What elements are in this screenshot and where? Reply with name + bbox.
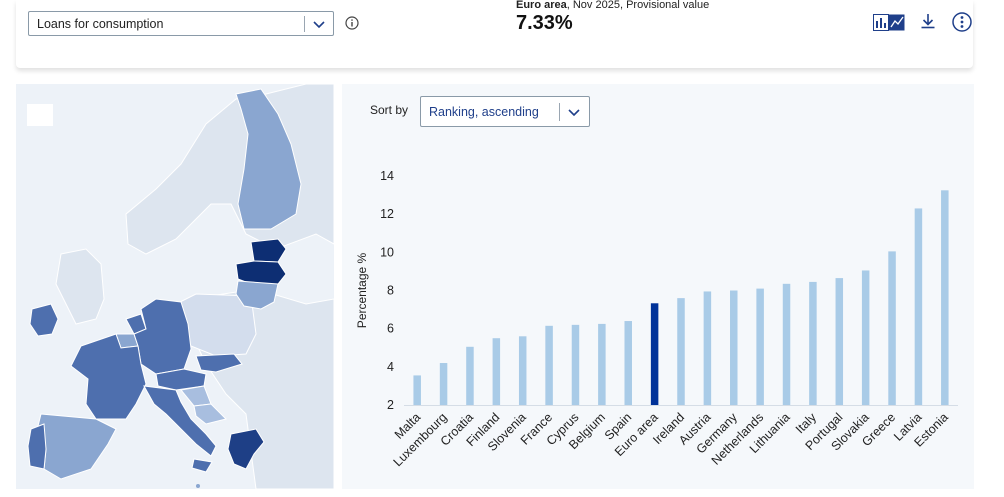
europe-map[interactable] <box>16 84 334 489</box>
y-tick-label: 2 <box>387 398 394 412</box>
y-tick-label: 10 <box>380 245 394 259</box>
map-country-latvia[interactable] <box>235 260 287 285</box>
bar-austria[interactable] <box>703 291 712 405</box>
bar-slovakia[interactable] <box>861 270 870 405</box>
kpi-subtitle: Euro area, Nov 2025, Provisional value <box>516 0 709 11</box>
map-country-ireland[interactable] <box>29 303 59 337</box>
chart-view-toggle-icon[interactable] <box>873 14 905 31</box>
europe-map-svg <box>27 84 334 489</box>
bar-malta[interactable] <box>413 375 421 405</box>
y-tick-label: 6 <box>387 322 394 336</box>
header-bar: Loans for consumption Euro area, Nov 202… <box>16 0 973 68</box>
bar-belgium[interactable] <box>598 323 606 405</box>
bar-luxembourg[interactable] <box>439 363 448 405</box>
bar-finland[interactable] <box>492 338 501 405</box>
bar-france[interactable] <box>545 325 553 405</box>
map-legend-box <box>27 104 53 126</box>
sort-select-value: Ranking, ascending <box>429 105 539 119</box>
map-country-lithuania[interactable] <box>235 280 279 310</box>
map-country-croatia[interactable] <box>193 403 227 425</box>
map-region-scandinavia[interactable] <box>125 84 334 255</box>
map-country-estonia[interactable] <box>250 238 287 263</box>
bar-cyprus[interactable] <box>571 324 580 405</box>
bar-slovenia[interactable] <box>518 336 527 405</box>
sort-select[interactable]: Ranking, ascending <box>420 96 590 127</box>
map-country-france[interactable] <box>70 333 147 420</box>
bar-chart: Percentage %2468101214MaltaLuxembourgCro… <box>355 169 958 469</box>
map-country-greece[interactable] <box>227 428 265 470</box>
bar-euro-area[interactable] <box>650 303 659 405</box>
map-country-finland[interactable] <box>235 88 302 230</box>
map-country-slovenia[interactable] <box>180 385 212 407</box>
bar-croatia[interactable] <box>466 346 474 405</box>
bar-netherlands[interactable] <box>756 288 764 405</box>
bar-germany[interactable] <box>730 290 738 406</box>
bar-lithuania[interactable] <box>782 283 791 405</box>
select-divider <box>559 103 560 121</box>
bar-latvia[interactable] <box>914 208 923 405</box>
map-country-sicily[interactable] <box>191 458 213 473</box>
bar-estonia[interactable] <box>941 190 949 405</box>
y-tick-label: 4 <box>387 360 394 374</box>
more-options-icon[interactable] <box>952 12 972 32</box>
map-country-slovakia[interactable] <box>195 353 243 373</box>
bar-italy[interactable] <box>809 281 817 405</box>
indicator-select[interactable]: Loans for consumption <box>28 11 334 36</box>
chevron-down-icon <box>568 109 580 117</box>
chevron-down-icon <box>313 21 325 29</box>
y-tick-label: 8 <box>387 284 394 298</box>
bar-portugal[interactable] <box>835 278 844 405</box>
download-icon[interactable] <box>919 12 937 30</box>
select-divider <box>304 16 305 32</box>
kpi-detail: , Nov 2025, Provisional value <box>566 0 710 11</box>
map-country-spain[interactable] <box>35 413 117 480</box>
bar-spain[interactable] <box>624 321 632 405</box>
info-icon[interactable] <box>345 16 359 30</box>
bar-greece[interactable] <box>888 251 896 405</box>
bar-ireland[interactable] <box>677 298 685 405</box>
map-country-italy[interactable] <box>143 385 217 457</box>
map-country-germany[interactable] <box>133 298 192 375</box>
sort-label: Sort by <box>370 103 409 117</box>
indicator-select-value: Loans for consumption <box>37 17 164 31</box>
chart-panel: Sort by Ranking, ascending Percentage % 2… <box>342 84 974 489</box>
y-tick-label: 14 <box>380 169 394 183</box>
map-country-portugal[interactable] <box>27 423 47 470</box>
y-axis-label: Percentage % <box>355 252 369 328</box>
map-country-malta[interactable] <box>196 484 200 488</box>
y-tick-label: 12 <box>380 207 394 221</box>
kpi-value: 7.33% <box>516 12 573 34</box>
map-region-uk[interactable] <box>55 248 105 325</box>
kpi-area: Euro area <box>516 0 567 11</box>
